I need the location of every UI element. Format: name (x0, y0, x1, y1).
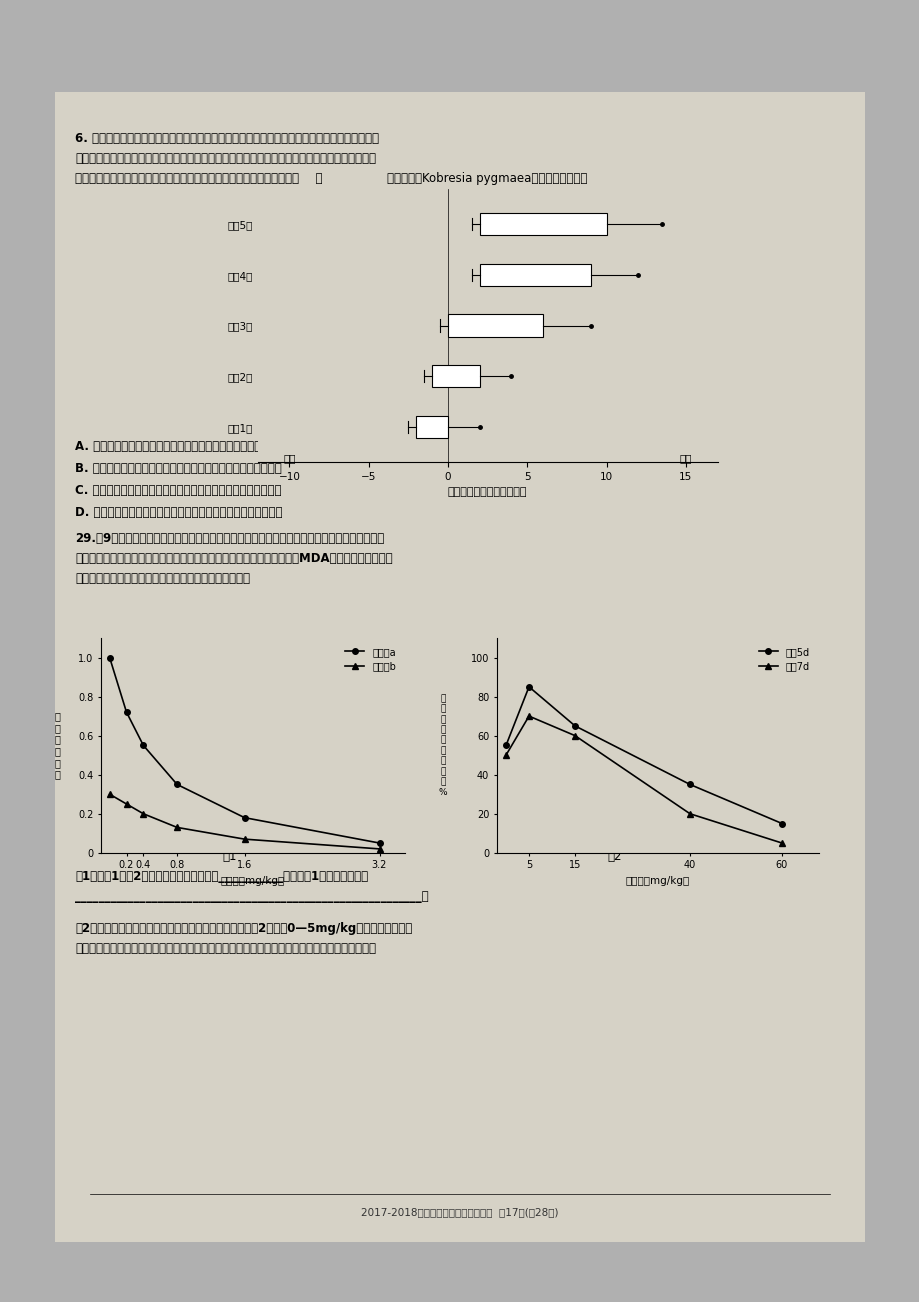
Text: 缩短: 缩短 (283, 453, 295, 464)
处理7d (684, 806, 695, 822)
处理7d (500, 747, 511, 763)
处理7d (776, 836, 787, 852)
Line: 处理7d: 处理7d (503, 713, 784, 846)
Bar (479, 264, 590, 286)
Text: A. 围封可以提高高山嵩草的种群密度，但不改变该群落的丰富度: A. 围封可以提高高山嵩草的种群密度，但不改变该群落的丰富度 (75, 440, 282, 453)
叶绿素b (138, 806, 149, 822)
Text: （1）由图1和图2可知，该实验的自变量为___________，其中图1可得出的结论是: （1）由图1和图2可知，该实验的自变量为___________，其中图1可得出的… (75, 870, 368, 883)
叶绿素b (239, 832, 250, 848)
叶绿素a (374, 836, 385, 852)
叶绿素b (121, 797, 132, 812)
处理7d (569, 728, 580, 743)
X-axis label: 镉浓度（mg/kg）: 镉浓度（mg/kg） (625, 876, 689, 885)
Legend: 叶绿素a, 叶绿素b: 叶绿素a, 叶绿素b (341, 643, 400, 676)
Text: 图2: 图2 (607, 850, 621, 863)
Text: D. 为保护青藏高原植被正常生长，应全面采取封围、禁牧的措施: D. 为保护青藏高原植被正常生长，应全面采取封围、禁牧的措施 (75, 506, 282, 519)
X-axis label: 与放牧相比生长季变化天数: 与放牧相比生长季变化天数 (448, 487, 527, 497)
X-axis label: 镉浓度（mg/kg）: 镉浓度（mg/kg） (221, 876, 285, 885)
Text: B. 放牧改变群落演替的方向，封围改变生态系统中物种进化方向: B. 放牧改变群落演替的方向，封围改变生态系统中物种进化方向 (75, 462, 281, 475)
Text: 对高山嵩草的生长季长度变化的影响，如下图所示，据此分析合理的是（    ）: 对高山嵩草的生长季长度变化的影响，如下图所示，据此分析合理的是（ ） (75, 172, 323, 185)
Y-axis label: 叶
绿
素
相
对
量: 叶 绿 素 相 对 量 (54, 711, 61, 780)
Text: 物中可溶性蛋白含量呈上升趋势，进而植物的代谢增强，原因可能是少量的镉被紫萍吸收后，贮存: 物中可溶性蛋白含量呈上升趋势，进而植物的代谢增强，原因可能是少量的镉被紫萍吸收后… (75, 943, 376, 954)
Text: 29.（9分）镉盐在水中多以离子状态存在，对水生植物的影响尤为严重。某科研小组研究不同浓: 29.（9分）镉盐在水中多以离子状态存在，对水生植物的影响尤为严重。某科研小组研… (75, 533, 384, 546)
Line: 处理5d: 处理5d (503, 684, 784, 827)
Text: 度的镉对水生植物紫萍生理的影响，结果见下图。对实验数据分析时发现MDA（膜脂分解最重要的: 度的镉对水生植物紫萍生理的影响，结果见下图。对实验数据分析时发现MDA（膜脂分解… (75, 552, 392, 565)
处理5d (569, 719, 580, 734)
Text: 图1: 图1 (222, 850, 237, 863)
叶绿素a (239, 810, 250, 825)
Y-axis label: 可
溶
性
蛋
白
质
相
对
量
%: 可 溶 性 蛋 白 质 相 对 量 % (438, 694, 447, 797)
叶绿素b (104, 786, 115, 802)
处理7d (523, 708, 534, 724)
Title: 高山嵩草（Kobresia pygmaea）生长季长度变化: 高山嵩草（Kobresia pygmaea）生长季长度变化 (387, 172, 587, 185)
Text: ___________________________________________________________。: ________________________________________… (75, 891, 428, 904)
Bar (55, 92, 864, 1242)
叶绿素a (104, 650, 115, 665)
Text: 6. 青藏高原植物生长主要受自然温度和人类放牧的影响，牧草的生长季有返青、开花、结实和枯: 6. 青藏高原植物生长主要受自然温度和人类放牧的影响，牧草的生长季有返青、开花、… (75, 132, 379, 145)
Text: 黄等物候时期组成，生长季的变化与否能够反映高原生态系统的稳定性。研究者比较了放牧与封围: 黄等物候时期组成，生长季的变化与否能够反映高原生态系统的稳定性。研究者比较了放牧… (75, 152, 376, 165)
叶绿素a (121, 704, 132, 720)
Text: 产物之一）的含量与镉浓度呈正相关。请回答下列问题：: 产物之一）的含量与镉浓度呈正相关。请回答下列问题： (75, 572, 250, 585)
处理5d (776, 815, 787, 832)
处理5d (684, 776, 695, 792)
叶绿素b (172, 820, 183, 836)
叶绿素b (374, 841, 385, 857)
Bar (415, 415, 448, 437)
叶绿素a (172, 776, 183, 792)
Line: 叶绿素a: 叶绿素a (107, 655, 382, 846)
Bar (448, 314, 542, 337)
Line: 叶绿素b: 叶绿素b (107, 792, 382, 852)
Text: 延长: 延长 (679, 453, 691, 464)
处理5d (523, 680, 534, 695)
Text: 2017-2018高三生物下学期十六模试题  第17页(共28页): 2017-2018高三生物下学期十六模试题 第17页(共28页) (361, 1207, 558, 1217)
处理5d (500, 737, 511, 753)
Bar (479, 214, 606, 236)
Text: （2）可溶性蛋白含量是衡量植物总体代谢的重要指标。图2中，在0—5mg/kg镉浓度条件下，植: （2）可溶性蛋白含量是衡量植物总体代谢的重要指标。图2中，在0—5mg/kg镉浓… (75, 922, 412, 935)
叶绿素a (138, 737, 149, 753)
Text: C. 高山嵩草的生长季随封围时间延长，可能是地表温度低造成的: C. 高山嵩草的生长季随封围时间延长，可能是地表温度低造成的 (75, 484, 281, 497)
Bar (432, 365, 479, 387)
Legend: 处理5d, 处理7d: 处理5d, 处理7d (754, 643, 813, 676)
